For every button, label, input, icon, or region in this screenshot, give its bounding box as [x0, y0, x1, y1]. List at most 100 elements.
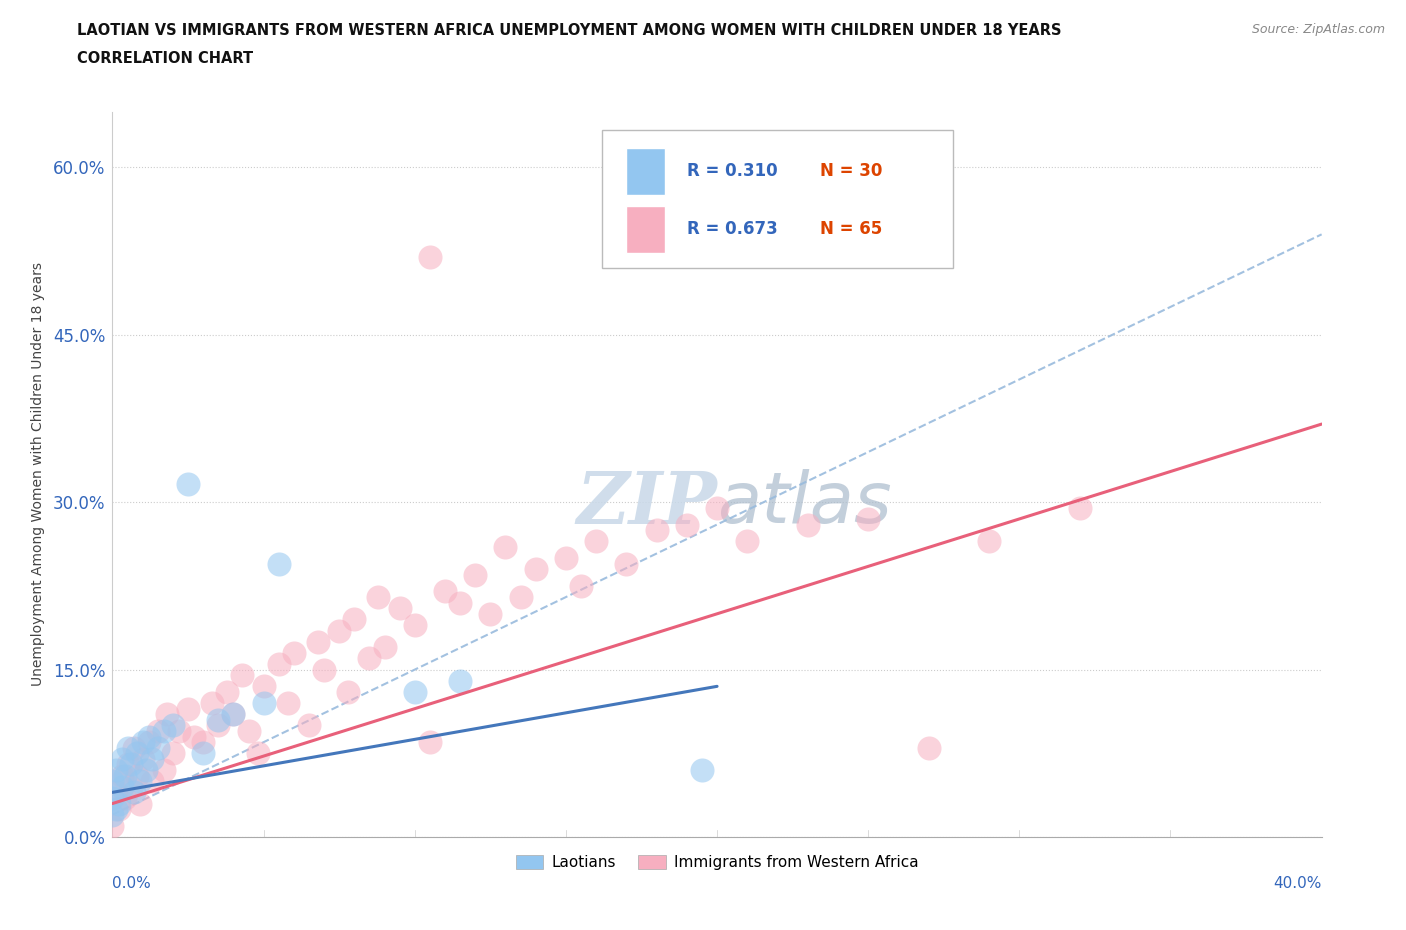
Point [146, 724, 169, 738]
Point [177, 701, 200, 716]
Point [509, 590, 531, 604]
Point [433, 584, 456, 599]
Point [337, 684, 360, 699]
Point [162, 718, 184, 733]
Point [191, 735, 214, 750]
Point [246, 746, 269, 761]
Point [183, 729, 205, 744]
Point [135, 763, 157, 777]
Point [114, 790, 136, 805]
Point [101, 807, 124, 822]
Point [177, 477, 200, 492]
Point [125, 768, 148, 783]
Point [554, 551, 576, 565]
Point [162, 746, 184, 761]
Point [104, 785, 127, 800]
FancyBboxPatch shape [602, 130, 953, 268]
Point [277, 696, 299, 711]
Point [132, 751, 155, 766]
Point [167, 724, 190, 738]
Point [153, 724, 176, 738]
Point [616, 556, 638, 571]
Point [207, 718, 229, 733]
Text: Source: ZipAtlas.com: Source: ZipAtlas.com [1251, 23, 1385, 36]
Legend: Laotians, Immigrants from Western Africa: Laotians, Immigrants from Western Africa [510, 849, 924, 876]
Point [675, 517, 697, 532]
Text: CORRELATION CHART: CORRELATION CHART [77, 51, 253, 66]
Point [207, 712, 229, 727]
Point [117, 757, 139, 772]
Point [328, 623, 350, 638]
Point [101, 818, 124, 833]
Point [856, 512, 880, 526]
Point [404, 618, 426, 632]
Text: ZIP: ZIP [576, 468, 717, 538]
Point [104, 763, 127, 777]
Point [479, 606, 502, 621]
Point [238, 724, 260, 738]
Point [419, 249, 441, 264]
Point [132, 735, 155, 750]
Point [128, 796, 150, 811]
Point [374, 640, 396, 655]
Point [464, 567, 486, 582]
Point [110, 768, 132, 783]
Text: 0.0%: 0.0% [112, 876, 152, 891]
Y-axis label: Unemployment Among Women with Children Under 18 years: Unemployment Among Women with Children U… [31, 262, 45, 686]
Point [128, 774, 150, 789]
Point [156, 707, 179, 722]
Point [117, 740, 139, 755]
Point [645, 523, 668, 538]
Point [404, 684, 426, 699]
Point [141, 774, 163, 789]
Point [141, 751, 163, 766]
Text: 40.0%: 40.0% [1274, 876, 1322, 891]
Point [122, 785, 145, 800]
Point [107, 796, 129, 811]
Point [495, 539, 517, 554]
Point [343, 612, 366, 627]
Point [706, 500, 728, 515]
Point [120, 757, 142, 772]
Point [524, 562, 547, 577]
Bar [626, 148, 665, 195]
Point [222, 707, 245, 722]
Point [110, 779, 132, 794]
Point [977, 534, 1000, 549]
Point [918, 740, 941, 755]
Text: atlas: atlas [717, 469, 891, 538]
Point [146, 740, 169, 755]
Point [104, 802, 127, 817]
Point [191, 746, 214, 761]
Point [122, 740, 145, 755]
Point [449, 595, 471, 610]
Point [737, 534, 759, 549]
Point [367, 590, 389, 604]
Text: LAOTIAN VS IMMIGRANTS FROM WESTERN AFRICA UNEMPLOYMENT AMONG WOMEN WITH CHILDREN: LAOTIAN VS IMMIGRANTS FROM WESTERN AFRIC… [77, 23, 1062, 38]
Point [388, 601, 411, 616]
Point [690, 763, 713, 777]
Point [267, 556, 290, 571]
Text: N = 65: N = 65 [820, 220, 882, 238]
Point [107, 802, 129, 817]
Point [101, 790, 124, 805]
Point [231, 668, 253, 683]
Text: R = 0.310: R = 0.310 [686, 162, 778, 180]
Point [201, 696, 224, 711]
Point [153, 763, 176, 777]
Point [283, 645, 305, 660]
Point [217, 684, 239, 699]
Point [267, 657, 290, 671]
Point [298, 718, 321, 733]
Point [796, 517, 818, 532]
Point [449, 673, 471, 688]
Point [120, 779, 142, 794]
Point [359, 651, 381, 666]
Point [307, 634, 329, 649]
Point [138, 735, 160, 750]
Point [138, 729, 160, 744]
Point [1069, 500, 1091, 515]
Point [222, 707, 245, 722]
Point [125, 746, 148, 761]
Point [101, 774, 124, 789]
